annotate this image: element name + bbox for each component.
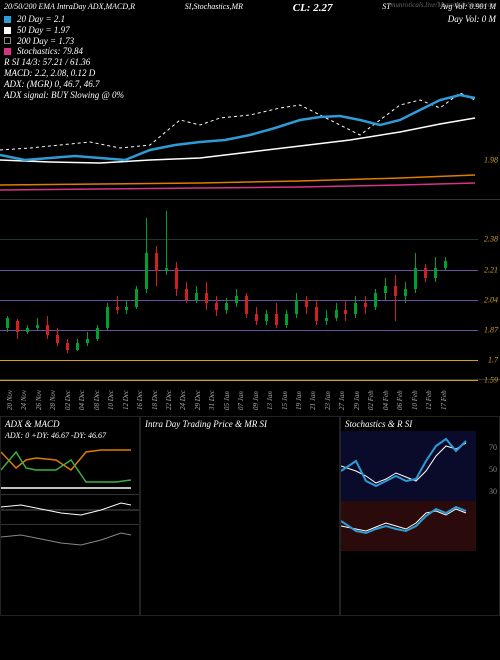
x-axis: 20 Nov24 Nov26 Nov28 Nov02 Dec04 Dec08 D… bbox=[0, 380, 500, 416]
avg-vol: Avg Vol: 0.901 M bbox=[440, 2, 496, 14]
candle-chart: 2.382.212.041.871.71.59 bbox=[0, 200, 500, 380]
cl-label: CL: 2.27 bbox=[293, 2, 333, 14]
intra-title: Intra Day Trading Price & MR SI bbox=[141, 417, 339, 431]
tl1: SI,Stochastics,MR bbox=[185, 2, 243, 14]
legend-7: ADX: (MGR) 0, 46.7, 46.7 bbox=[4, 79, 99, 90]
adx-sub: ADX: 0 +DY: 46.67 -DY: 46.67 bbox=[1, 431, 139, 440]
legend-3: 200 Day = 1.73 bbox=[17, 36, 74, 47]
legend-4: Stochastics: 79.84 bbox=[17, 46, 83, 57]
adx-title: ADX & MACD bbox=[1, 417, 139, 431]
header: 20/50/200 EMA IntraDay ADX,MACD,R SI,Sto… bbox=[0, 0, 500, 90]
stoch-title: Stochastics & R SI bbox=[341, 417, 499, 431]
legend-sq-2 bbox=[4, 27, 11, 34]
tl3: ST bbox=[382, 2, 390, 14]
intra-panel: Intra Day Trading Price & MR SI bbox=[140, 416, 340, 616]
legend-5: R SI 14/3: 57.21 / 61.36 bbox=[4, 57, 90, 68]
sub-panels: ADX & MACD ADX: 0 +DY: 46.67 -DY: 46.67 … bbox=[0, 416, 500, 616]
day-vol: Day Vol: 0 M bbox=[448, 14, 496, 25]
legend-sq-4 bbox=[4, 48, 11, 55]
legend-2: 50 Day = 1.97 bbox=[17, 25, 70, 36]
adx-macd-panel: ADX & MACD ADX: 0 +DY: 46.67 -DY: 46.67 bbox=[0, 416, 140, 616]
legend-6: MACD: 2.2, 2.08, 0.12 D bbox=[4, 68, 95, 79]
top-labels: 20/50/200 EMA IntraDay ADX,MACD,R SI,Sto… bbox=[4, 2, 496, 14]
tl0: 20/50/200 EMA IntraDay ADX,MACD,R bbox=[4, 2, 135, 14]
legend-1: 20 Day = 2.1 bbox=[17, 14, 65, 25]
stoch-panel: Stochastics & R SI 705030 bbox=[340, 416, 500, 616]
legend-sq-3 bbox=[4, 37, 11, 44]
legend-sq-1 bbox=[4, 16, 11, 23]
main-chart: 1.98 bbox=[0, 90, 500, 200]
